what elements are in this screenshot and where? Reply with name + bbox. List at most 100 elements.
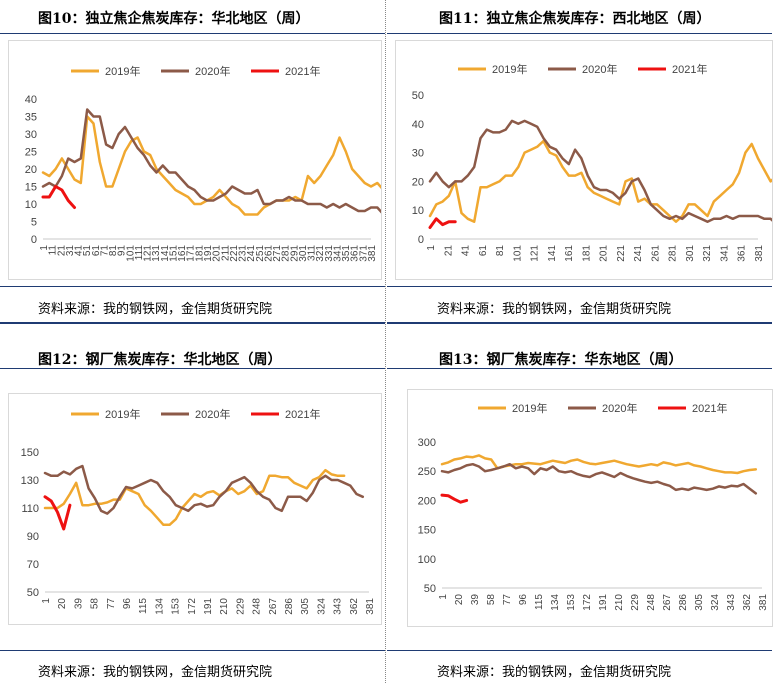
x-tick-label: 281 [668,245,679,262]
series-line-2020 [440,462,758,495]
legend-label: 2021年 [692,401,727,415]
y-tick-label: 250 [418,466,436,478]
series-line-2019 [43,468,346,527]
x-tick-label: 371 [358,245,369,262]
x-tick-label: 229 [235,598,246,615]
y-tick-label: 10 [412,205,424,217]
x-tick-label: 343 [333,598,344,615]
y-tick-label: 50 [424,583,436,595]
x-tick-label: 381 [365,598,376,615]
x-tick-label: 172 [187,598,198,615]
y-tick-label: 100 [418,554,436,566]
x-tick-label: 305 [300,598,311,615]
y-tick-label: 150 [21,447,39,459]
series-line-2021 [440,493,469,504]
x-tick-label: 153 [566,594,577,611]
x-tick-label: 248 [252,598,263,615]
x-tick-label: 141 [160,245,171,262]
legend-label: 2019年 [492,62,527,76]
y-tick-label: 50 [412,90,424,102]
legend-label: 2019年 [105,64,140,78]
legend-label: 2020年 [582,62,617,76]
chart-area: 2019年 2020年 2021年 50 100 150 200 250 300 1 20 39 58 7… [407,389,773,627]
x-tick-label: 331 [324,245,335,262]
x-tick-label: 341 [719,245,730,262]
x-tick-label: 91 [117,245,128,257]
divider [0,368,385,369]
panel-huadong-mill: 图13：钢厂焦炭库存：华东地区（周） 2019年 2020年 2021年 50 100 1… [387,341,773,682]
y-tick-label: 130 [21,475,39,487]
series-line-2019 [440,454,758,475]
x-tick-label: 131 [151,245,162,262]
y-tick-label: 110 [21,503,39,515]
x-tick-label: 41 [461,245,472,257]
y-tick-label: 70 [27,559,39,571]
x-tick-label: 381 [758,594,769,611]
y-tick-label: 150 [418,525,436,537]
source-note: 资料来源：我的钢铁网，金信期货研究院 [38,302,273,317]
divider [0,286,385,287]
x-tick-label: 351 [341,245,352,262]
series-line-2020 [43,464,365,515]
x-tick-label: 321 [315,245,326,262]
x-tick-label: 210 [614,594,625,611]
panel-huabei-coking: 图10：独立焦企焦炭库存：华北地区（周） 2019年 2020年 2021年 0 5 10… [0,0,404,341]
x-tick-label: 61 [91,245,102,257]
y-tick-label: 10 [25,199,37,211]
series-line-2020 [428,119,773,223]
x-tick-label: 115 [534,594,545,610]
panel-huabei-mill: 图12：钢厂焦炭库存：华北地区（周） 2019年 2020年 2021年 50 70 90… [0,341,386,682]
y-tick-label: 0 [31,234,37,246]
x-tick-label: 172 [582,594,593,611]
y-tick-label: 0 [418,234,424,246]
y-tick-label: 40 [25,94,37,106]
y-tick-label: 15 [25,182,37,194]
x-tick-label: 324 [710,594,721,611]
legend-label: 2021年 [672,62,707,76]
x-tick-label: 301 [298,245,309,262]
x-tick-label: 101 [512,245,523,262]
x-tick-label: 151 [168,245,179,262]
x-tick-label: 81 [108,245,119,257]
x-tick-label: 291 [289,245,300,262]
x-tick-label: 1 [41,598,52,604]
x-tick-label: 1 [39,245,50,251]
y-tick-label: 5 [31,217,37,229]
x-tick-label: 153 [171,598,182,615]
legend-label: 2020年 [195,64,230,78]
x-tick-label: 267 [268,598,279,615]
x-tick-label: 161 [564,245,575,262]
x-tick-label: 1 [438,594,449,600]
y-tick-label: 50 [27,587,39,599]
y-tick-label: 20 [25,164,37,176]
x-tick-label: 241 [633,245,644,262]
x-tick-label: 281 [281,245,292,262]
x-tick-label: 39 [73,598,84,610]
x-tick-label: 343 [726,594,737,611]
x-tick-label: 231 [238,245,249,262]
x-tick-label: 71 [99,245,110,257]
x-tick-label: 181 [194,245,205,262]
x-tick-label: 11 [48,245,59,256]
divider [387,650,772,651]
x-tick-label: 286 [678,594,689,611]
x-tick-label: 311 [307,245,318,261]
x-tick-label: 51 [82,245,93,257]
x-tick-label: 362 [349,598,360,615]
x-tick-label: 305 [694,594,705,611]
y-tick-label: 40 [412,119,424,131]
chart-area: 2019年 2020年 2021年 0 10 20 30 40 50 1 21 41 61 81 101 12… [395,40,773,280]
x-tick-label: 181 [581,245,592,262]
x-tick-label: 141 [547,245,558,262]
x-tick-label: 201 [599,245,610,262]
x-tick-label: 58 [486,594,497,606]
x-tick-label: 191 [598,594,609,611]
x-tick-label: 111 [134,245,145,261]
divider [387,368,772,369]
x-tick-label: 191 [203,598,214,615]
x-tick-label: 341 [332,245,343,262]
x-tick-label: 31 [65,245,76,257]
x-tick-label: 115 [138,598,149,614]
x-tick-label: 267 [662,594,673,611]
